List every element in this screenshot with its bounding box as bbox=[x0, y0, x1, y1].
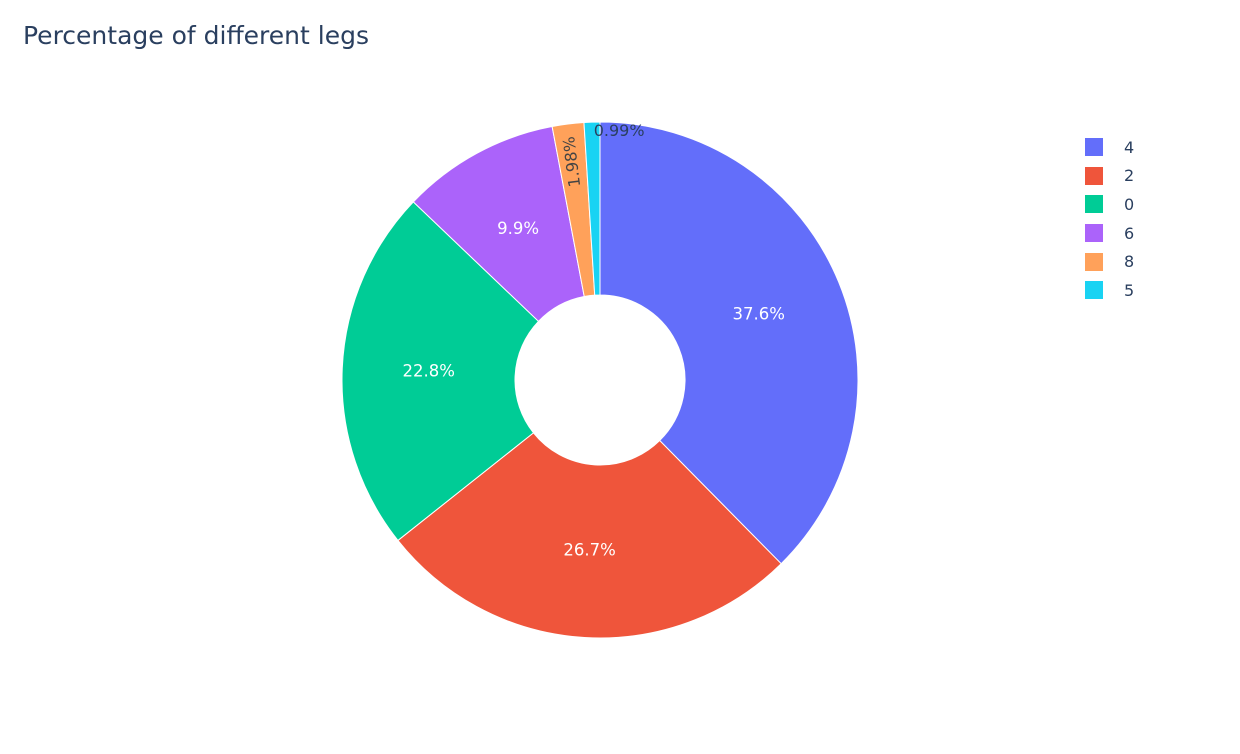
slices-group bbox=[341, 121, 859, 639]
legend-swatch bbox=[1085, 138, 1103, 157]
legend-item-6[interactable]: 6 bbox=[1085, 219, 1134, 248]
legend-label: 2 bbox=[1124, 166, 1135, 186]
chart-title: Percentage of different legs bbox=[23, 21, 369, 50]
legend-swatch bbox=[1085, 252, 1103, 271]
slice-6[interactable] bbox=[412, 125, 585, 323]
labels-group: 37.6%26.7%22.8%9.9%1.98%0.99% bbox=[402, 121, 784, 560]
slice-label-0: 22.8% bbox=[402, 362, 454, 381]
legend: 4 2 0 6 8 5 bbox=[1085, 133, 1134, 305]
legend-label: 6 bbox=[1124, 223, 1135, 243]
legend-label: 4 bbox=[1124, 137, 1135, 157]
legend-item-8[interactable]: 8 bbox=[1085, 247, 1134, 276]
legend-label: 5 bbox=[1124, 280, 1135, 300]
legend-item-5[interactable]: 5 bbox=[1085, 276, 1134, 305]
legend-item-0[interactable]: 0 bbox=[1085, 190, 1134, 219]
legend-swatch bbox=[1085, 195, 1103, 214]
slice-label-2: 26.7% bbox=[563, 541, 615, 560]
slice-label-5: 0.99% bbox=[594, 121, 645, 140]
legend-swatch bbox=[1085, 281, 1103, 300]
legend-item-2[interactable]: 2 bbox=[1085, 162, 1134, 191]
slice-0[interactable] bbox=[341, 201, 540, 542]
slice-4[interactable] bbox=[599, 121, 859, 565]
slice-label-6: 9.9% bbox=[497, 219, 539, 238]
slice-2[interactable] bbox=[397, 432, 782, 639]
legend-item-4[interactable]: 4 bbox=[1085, 133, 1134, 162]
slice-5[interactable] bbox=[583, 121, 601, 296]
slice-label-4: 37.6% bbox=[732, 304, 784, 323]
legend-label: 8 bbox=[1124, 252, 1135, 272]
legend-label: 0 bbox=[1124, 194, 1135, 214]
legend-swatch bbox=[1085, 166, 1103, 185]
legend-swatch bbox=[1085, 224, 1103, 243]
